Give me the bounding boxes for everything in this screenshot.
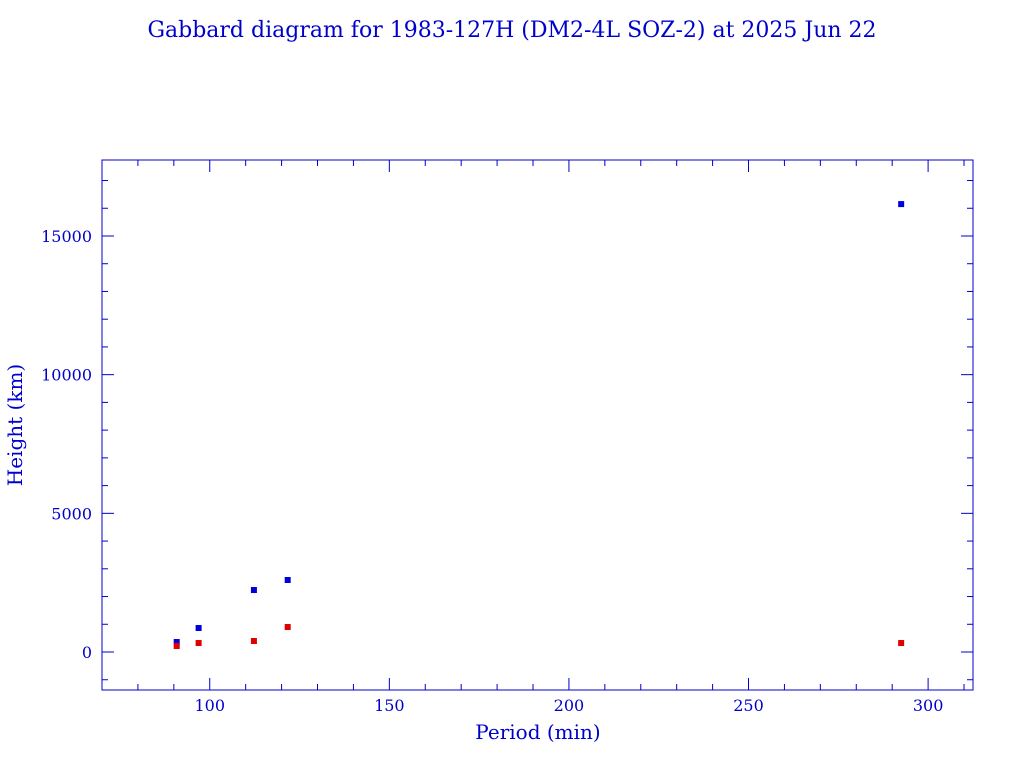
perigee-point bbox=[173, 643, 180, 650]
x-tick-label: 250 bbox=[733, 696, 764, 715]
y-tick-label: 5000 bbox=[51, 504, 92, 523]
x-tick-label: 150 bbox=[374, 696, 405, 715]
x-tick-label: 100 bbox=[194, 696, 225, 715]
y-tick-label: 10000 bbox=[41, 366, 92, 385]
plot-frame bbox=[101, 159, 974, 691]
chart-title: Gabbard diagram for 1983-127H (DM2-4L SO… bbox=[147, 18, 876, 43]
perigee-point bbox=[195, 640, 202, 647]
apogee-point bbox=[195, 625, 202, 632]
x-axis-label: Period (min) bbox=[475, 720, 600, 744]
apogee-point bbox=[173, 639, 180, 646]
y-tick-label: 15000 bbox=[41, 227, 92, 246]
perigee-point bbox=[284, 624, 291, 631]
x-tick-label: 300 bbox=[913, 696, 944, 715]
x-tick-label: 200 bbox=[554, 696, 585, 715]
apogee-point bbox=[250, 587, 257, 594]
apogee-point bbox=[898, 201, 905, 208]
apogee-point bbox=[284, 577, 291, 584]
y-tick-label: 0 bbox=[82, 643, 92, 662]
perigee-point bbox=[898, 640, 905, 647]
perigee-point bbox=[250, 637, 257, 644]
y-axis-label: Height (km) bbox=[3, 364, 27, 486]
